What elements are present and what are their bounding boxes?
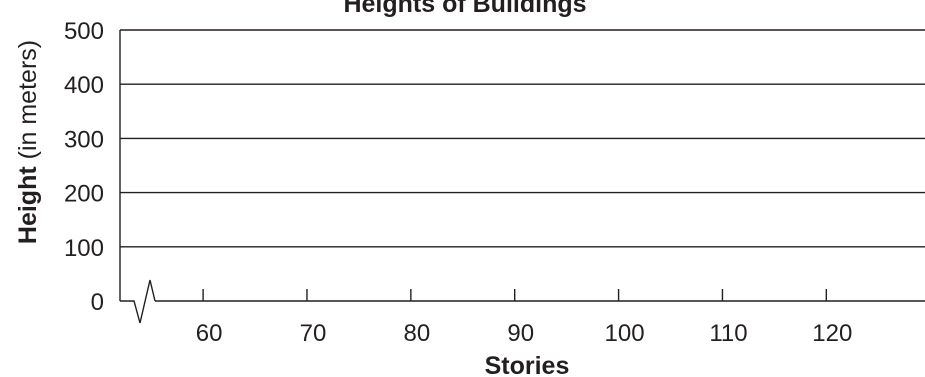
x-axis-ticks: 60 70 80 90 100 110 120 — [196, 289, 852, 347]
x-tick-label-120: 120 — [812, 320, 852, 347]
y-tick-label-500: 500 — [64, 18, 104, 45]
y-tick-label-200: 200 — [64, 181, 104, 208]
x-tick-label-90: 90 — [507, 320, 534, 347]
x-tick-label-100: 100 — [605, 320, 645, 347]
x-axis-title: Stories — [485, 352, 570, 377]
y-tick-label-100: 100 — [64, 235, 104, 262]
y-tick-label-300: 300 — [64, 126, 104, 153]
x-tick-label-60: 60 — [196, 320, 223, 347]
x-axis-break-mark — [120, 279, 156, 324]
x-tick-label-70: 70 — [300, 320, 327, 347]
y-axis-ticks: 0 100 200 300 400 500 — [64, 18, 104, 316]
chart-title: Heights of Buildings — [343, 0, 586, 18]
y-tick-label-400: 400 — [64, 72, 104, 99]
axes — [119, 30, 925, 324]
y-axis-title: Height (in meters) — [14, 40, 42, 244]
x-tick-label-110: 110 — [709, 320, 747, 347]
y-tick-label-0: 0 — [91, 289, 104, 316]
gridlines — [120, 29, 925, 248]
y-axis-title-bold: Height — [14, 166, 42, 244]
y-axis-title-rest: (in meters) — [14, 40, 42, 166]
x-tick-label-80: 80 — [403, 320, 430, 347]
